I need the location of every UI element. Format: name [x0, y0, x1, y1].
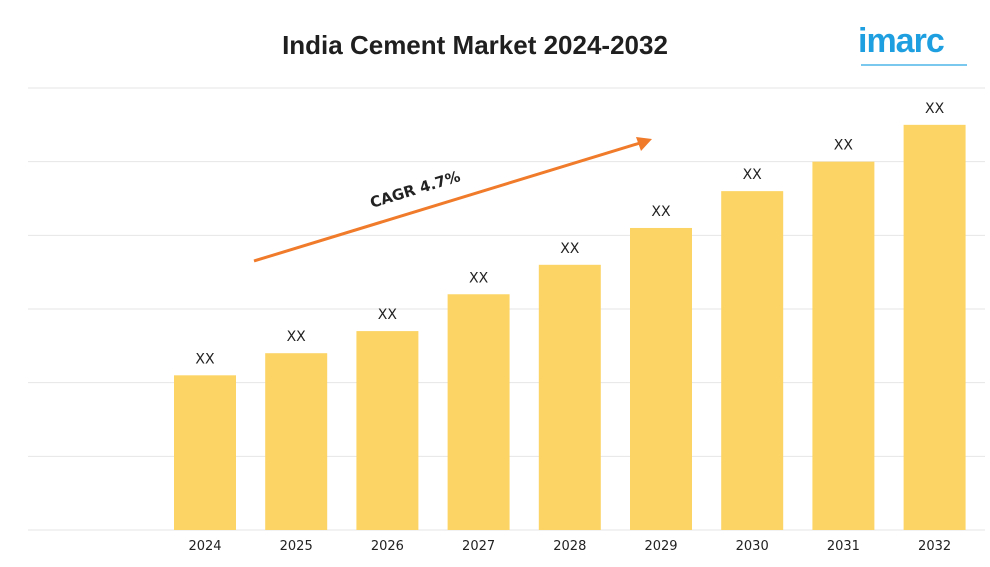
bars [174, 124, 966, 530]
bar-2032 [903, 124, 966, 530]
x-tick-2028: 2028 [553, 539, 586, 554]
data-label-2029: XX [651, 204, 671, 220]
x-tick-2027: 2027 [462, 539, 495, 554]
cagr-label: CAGR 4.7% [368, 167, 462, 211]
x-tick-2025: 2025 [280, 539, 313, 554]
x-tick-2024: 2024 [188, 539, 221, 554]
chart-title: India Cement Market 2024-2032 [282, 30, 668, 60]
cagr-arrow [253, 141, 641, 263]
cagr-annotation: CAGR 4.7% [253, 137, 652, 263]
bar-2024 [174, 375, 236, 530]
bar-2028 [538, 264, 601, 530]
bar-2027 [447, 294, 510, 530]
x-tick-2032: 2032 [918, 539, 951, 554]
imarc-logo: imarc [858, 22, 945, 60]
bar-2030 [721, 191, 784, 530]
data-label-2032: XX [925, 101, 945, 117]
x-tick-labels: 2024 2025 2026 2027 2028 2029 2030 2031 2032 [188, 539, 951, 554]
data-label-2024: XX [195, 351, 215, 367]
data-label-2031: XX [834, 138, 854, 154]
x-tick-2029: 2029 [644, 539, 677, 554]
data-label-2025: XX [287, 329, 307, 345]
data-label-2030: XX [743, 167, 763, 183]
data-label-2028: XX [560, 241, 580, 257]
x-tick-2030: 2030 [736, 539, 769, 554]
bar-2025 [265, 353, 328, 530]
x-tick-2031: 2031 [827, 539, 860, 554]
logo-underline [861, 64, 967, 66]
data-label-2026: XX [378, 307, 398, 323]
x-tick-2026: 2026 [371, 539, 404, 554]
data-labels: XX XX XX XX XX XX XX XX XX [195, 101, 944, 367]
cagr-arrowhead [636, 137, 652, 151]
bar-2031 [812, 161, 875, 530]
bar-2029 [630, 227, 692, 530]
bar-2026 [356, 331, 419, 530]
data-label-2027: XX [469, 270, 489, 286]
